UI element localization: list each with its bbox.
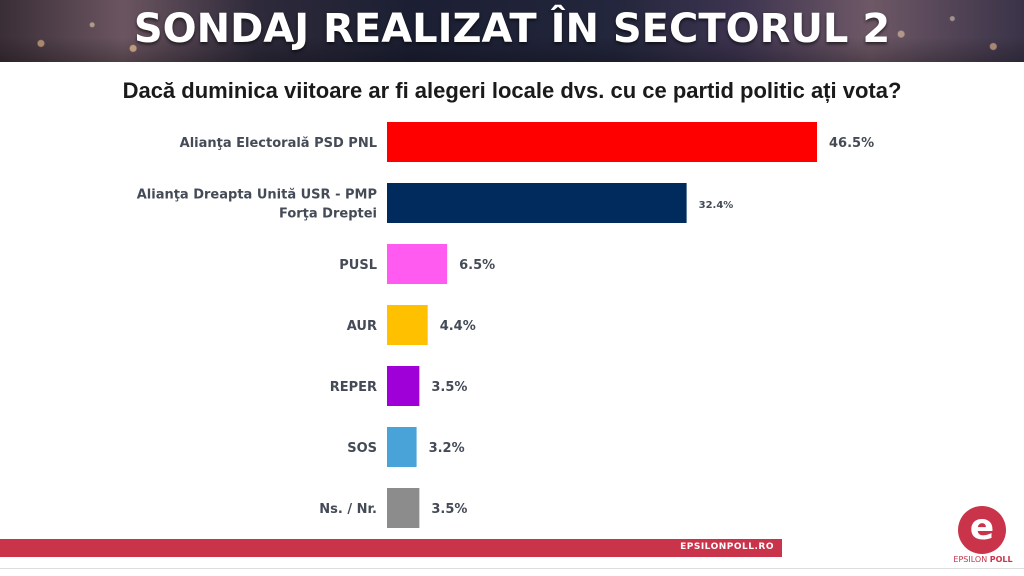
bar-6: [387, 488, 420, 528]
category-label: Alianţa Dreapta Unită USR - PMP Forţa Dre…: [137, 188, 377, 222]
bar-4: [387, 366, 420, 406]
bar-5: [387, 427, 417, 467]
category-label: SOS: [347, 441, 377, 456]
bar-3: [387, 305, 428, 345]
header-banner: SONDAJ REALIZAT ÎN SECTORUL 2: [0, 0, 1024, 62]
footer-bar: EPSILONPOLL.RO: [0, 539, 782, 557]
category-label: REPER: [330, 380, 377, 395]
footer-url[interactable]: EPSILONPOLL.RO: [680, 542, 774, 552]
value-label: 3.5%: [431, 380, 467, 395]
logo-word-poll: POLL: [989, 555, 1013, 564]
category-label: Ns. / Nr.: [319, 502, 377, 517]
value-label: 3.2%: [429, 441, 465, 456]
value-label: 4.4%: [440, 319, 476, 334]
logo-wordmark: EPSILON POLL: [948, 555, 1018, 564]
value-label: 32.4%: [699, 200, 734, 211]
logo-letter: e: [969, 507, 995, 548]
value-label: 6.5%: [459, 258, 495, 273]
category-label: AUR: [347, 319, 377, 334]
value-label: 46.5%: [829, 136, 874, 151]
chart-title: Dacă duminica viitoare ar fi alegeri loc…: [122, 78, 902, 103]
epsilon-logo-icon: e: [958, 506, 1006, 554]
category-label: Alianţa Electorală PSD PNL: [180, 136, 377, 151]
category-label: PUSL: [339, 258, 377, 273]
footer-divider: [0, 568, 1024, 569]
bar-0: [387, 122, 817, 162]
bar-1: [387, 183, 687, 223]
banner-background-image: [0, 0, 1024, 62]
logo-word-epsilon: EPSILON: [953, 555, 988, 564]
page-title: SONDAJ REALIZAT ÎN SECTORUL 2: [133, 6, 891, 52]
bar-2: [387, 244, 448, 284]
value-label: 3.5%: [431, 502, 467, 517]
